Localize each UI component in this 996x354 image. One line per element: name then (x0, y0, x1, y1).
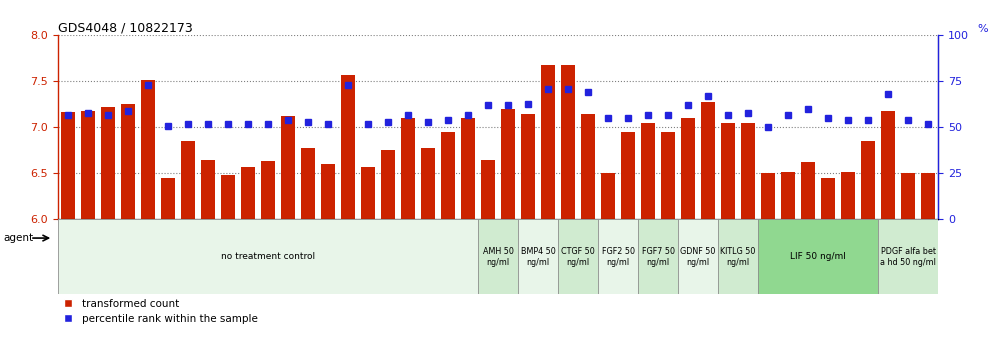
Bar (401, 118, 415, 219)
Bar (681, 118, 695, 219)
Bar (758, 219, 878, 294)
Bar (581, 114, 595, 219)
Bar (341, 75, 355, 219)
Bar (81, 111, 95, 219)
Text: AMH 50
ng/ml: AMH 50 ng/ml (483, 247, 513, 267)
Bar (221, 175, 235, 219)
Text: GDNF 50
ng/ml: GDNF 50 ng/ml (680, 247, 716, 267)
Bar (160, 178, 175, 219)
Bar (481, 160, 495, 219)
Bar (301, 148, 315, 219)
Text: LIF 50 ng/ml: LIF 50 ng/ml (790, 252, 847, 261)
Bar (761, 173, 775, 219)
Text: CTGF 50
ng/ml: CTGF 50 ng/ml (561, 247, 595, 267)
Bar (601, 173, 616, 219)
Bar (678, 219, 718, 294)
Bar (521, 114, 535, 219)
Bar (641, 123, 655, 219)
Bar (61, 112, 75, 219)
Bar (441, 132, 455, 219)
Bar (58, 219, 478, 294)
Bar (281, 116, 295, 219)
Bar (501, 109, 515, 219)
Text: no treatment control: no treatment control (221, 252, 315, 261)
Bar (241, 167, 255, 219)
Legend: transformed count, percentile rank within the sample: transformed count, percentile rank withi… (63, 299, 258, 324)
Bar (638, 219, 678, 294)
Bar (461, 118, 475, 219)
Bar (901, 173, 915, 219)
Bar (718, 219, 758, 294)
Bar (862, 141, 875, 219)
Text: FGF2 50
ng/ml: FGF2 50 ng/ml (602, 247, 634, 267)
Bar (478, 219, 518, 294)
Bar (321, 164, 335, 219)
Text: BMP4 50
ng/ml: BMP4 50 ng/ml (521, 247, 556, 267)
Bar (781, 172, 795, 219)
Bar (541, 65, 555, 219)
Bar (261, 161, 275, 219)
Bar (561, 65, 575, 219)
Bar (701, 102, 715, 219)
Bar (921, 173, 935, 219)
Bar (821, 178, 836, 219)
Bar (181, 141, 195, 219)
Bar (380, 150, 395, 219)
Bar (741, 123, 755, 219)
Bar (842, 172, 856, 219)
Bar (421, 148, 435, 219)
Bar (801, 162, 815, 219)
Text: GDS4048 / 10822173: GDS4048 / 10822173 (58, 21, 192, 34)
Text: KITLG 50
ng/ml: KITLG 50 ng/ml (720, 247, 756, 267)
Bar (878, 219, 938, 294)
Bar (558, 219, 598, 294)
Bar (101, 107, 115, 219)
Bar (518, 219, 558, 294)
Bar (881, 111, 895, 219)
Text: FGF7 50
ng/ml: FGF7 50 ng/ml (641, 247, 674, 267)
Bar (140, 80, 154, 219)
Bar (361, 167, 374, 219)
Text: PDGF alfa bet
a hd 50 ng/ml: PDGF alfa bet a hd 50 ng/ml (880, 247, 936, 267)
Bar (201, 160, 215, 219)
Bar (121, 103, 134, 219)
Bar (622, 132, 635, 219)
Bar (721, 123, 735, 219)
Text: %: % (978, 24, 988, 34)
Bar (598, 219, 638, 294)
Text: agent: agent (3, 233, 33, 243)
Bar (661, 132, 675, 219)
